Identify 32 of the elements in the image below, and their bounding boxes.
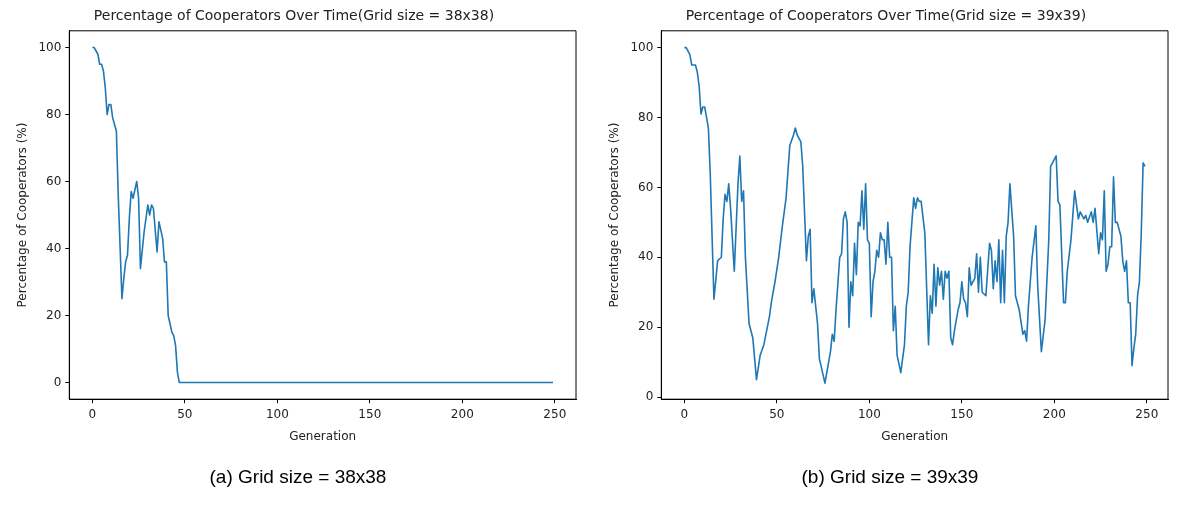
y-tick-label: 0 xyxy=(645,389,654,404)
y-tick-label: 60 xyxy=(638,179,654,194)
y-tick-label: 60 xyxy=(46,173,62,188)
text: (a) Grid size = 38x38 xyxy=(208,466,388,488)
x-tick-label: 250 xyxy=(543,406,567,421)
chart-title: Percentage of Cooperators Over Time(Grid size = 39x39) xyxy=(685,7,1087,24)
x-tick-label: 250 xyxy=(1135,406,1159,421)
x-tick-label: 0 xyxy=(88,406,97,421)
x-tick-label: 200 xyxy=(450,406,474,421)
x-tick-label: 150 xyxy=(358,406,382,421)
x-tick-label: 150 xyxy=(950,406,974,421)
y-tick-label: 0 xyxy=(53,374,62,389)
y-tick-label: 100 xyxy=(38,39,62,54)
y-tick-label: 20 xyxy=(46,307,62,322)
y-tick-label: 100 xyxy=(630,39,654,54)
x-tick-label: 0 xyxy=(680,406,689,421)
text: (b) Grid size = 39x39 xyxy=(800,466,980,488)
x-tick-label: 50 xyxy=(769,406,785,421)
chart-title: Percentage of Cooperators Over Time(Grid size = 38x38) xyxy=(93,7,495,24)
x-tick-label: 200 xyxy=(1042,406,1066,421)
y-tick-label: 40 xyxy=(638,249,654,264)
x-axis-title: Generation xyxy=(881,428,949,443)
x-tick-label: 100 xyxy=(857,406,881,421)
x-tick-label: 100 xyxy=(265,406,289,421)
y-axis-title: Percentage of Cooperators (%) xyxy=(607,122,622,308)
y-tick-label: 80 xyxy=(638,109,654,124)
y-axis-title: Percentage of Cooperators (%) xyxy=(15,122,30,308)
y-tick-label: 80 xyxy=(46,106,62,121)
x-axis-title: Generation xyxy=(289,428,357,443)
x-tick-label: 50 xyxy=(177,406,193,421)
y-tick-label: 40 xyxy=(46,240,62,255)
y-tick-label: 20 xyxy=(638,319,654,334)
